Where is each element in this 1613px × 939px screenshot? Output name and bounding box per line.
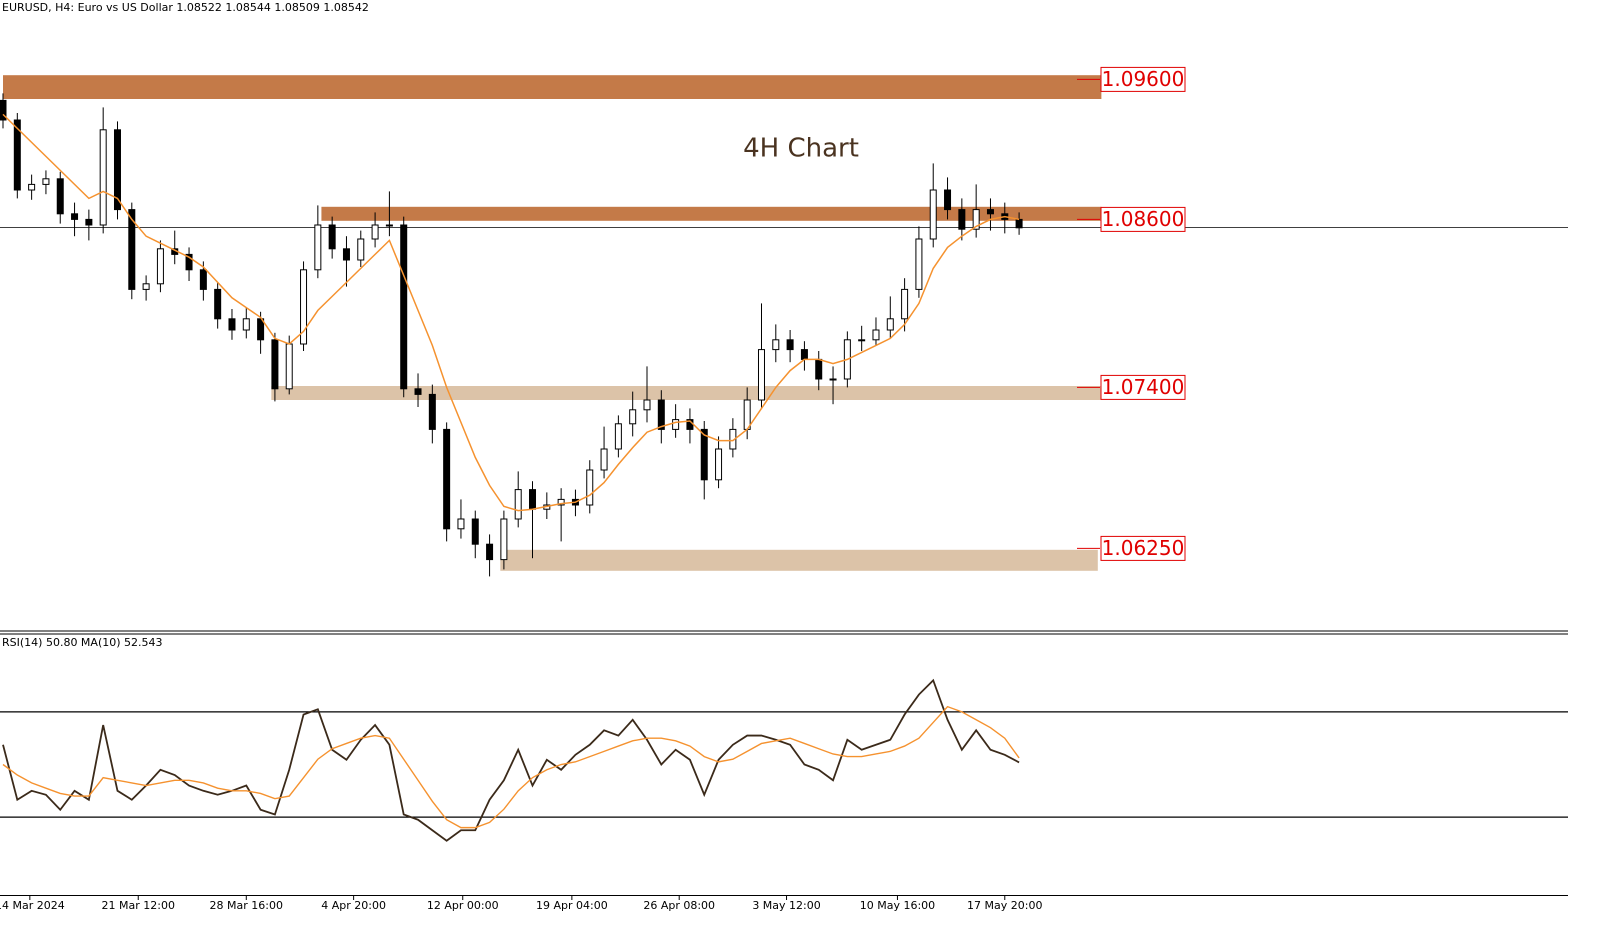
candle-body bbox=[815, 358, 823, 380]
candle-body bbox=[629, 409, 637, 425]
rsi-title: RSI(14) 50.80 MA(10) 52.543 bbox=[2, 636, 163, 649]
candle-body bbox=[657, 399, 665, 430]
candle-body bbox=[872, 329, 880, 341]
level-label: 1.06250 bbox=[1102, 536, 1185, 560]
zone bbox=[500, 549, 1098, 571]
candle-body bbox=[28, 183, 36, 191]
candle-body bbox=[958, 209, 966, 230]
candle-body bbox=[385, 224, 393, 227]
candle-body bbox=[242, 318, 250, 331]
candle-body bbox=[886, 318, 894, 331]
level-label-box bbox=[1100, 374, 1186, 400]
candle-body bbox=[800, 349, 808, 360]
candle-body bbox=[643, 399, 651, 411]
candle-body bbox=[414, 388, 422, 395]
candle-body bbox=[185, 253, 193, 271]
candle-body bbox=[228, 318, 236, 331]
x-tick-label: 10 May 16:00 bbox=[860, 899, 935, 912]
candle-body bbox=[514, 489, 522, 520]
x-tick-label: 4 Apr 20:00 bbox=[321, 899, 386, 912]
candle-body bbox=[772, 339, 780, 351]
candle-body bbox=[214, 288, 222, 320]
candle-body bbox=[486, 543, 494, 561]
candle-body bbox=[915, 238, 923, 290]
candle-body bbox=[13, 119, 21, 191]
level-label: 1.09600 bbox=[1102, 67, 1185, 91]
candle-body bbox=[614, 423, 622, 450]
candle-body bbox=[786, 339, 794, 351]
candle-body bbox=[428, 393, 436, 430]
candle-body bbox=[400, 224, 408, 390]
candle-body bbox=[443, 428, 451, 530]
x-tick-label: 14 Mar 2024 bbox=[0, 899, 65, 912]
candle-body bbox=[328, 224, 336, 250]
candle-body bbox=[557, 498, 565, 506]
level-label-box bbox=[1100, 535, 1186, 561]
x-tick-label: 12 Apr 00:00 bbox=[427, 899, 499, 912]
candle-body bbox=[271, 339, 279, 390]
candle-body bbox=[142, 283, 150, 290]
candle-body bbox=[901, 288, 909, 320]
candle-body bbox=[285, 343, 293, 390]
level-label: 1.08600 bbox=[1102, 207, 1185, 231]
candle-body bbox=[929, 189, 937, 240]
x-tick-label: 26 Apr 08:00 bbox=[643, 899, 715, 912]
candle-body bbox=[71, 213, 79, 220]
candle-body bbox=[586, 469, 594, 506]
candle-body bbox=[128, 209, 136, 290]
candle-body bbox=[986, 209, 994, 215]
candle-body bbox=[300, 269, 308, 345]
candle-body bbox=[829, 378, 837, 381]
candle-body bbox=[757, 349, 765, 401]
level-label-box bbox=[1100, 66, 1186, 92]
candle-body bbox=[600, 448, 608, 471]
candle-body bbox=[972, 209, 980, 230]
zone bbox=[3, 75, 1102, 99]
candle-body bbox=[944, 189, 952, 211]
candle-body bbox=[257, 318, 265, 341]
candle-body bbox=[371, 224, 379, 240]
moving-average bbox=[2, 113, 1020, 512]
candle-body bbox=[99, 129, 107, 226]
candle-body bbox=[1015, 218, 1023, 229]
candle-body bbox=[500, 518, 508, 561]
x-tick-label: 28 Mar 16:00 bbox=[210, 899, 283, 912]
candle-body bbox=[113, 129, 121, 211]
candle-body bbox=[56, 178, 64, 215]
candle-body bbox=[529, 489, 537, 510]
x-tick-label: 3 May 12:00 bbox=[752, 899, 820, 912]
candle-body bbox=[700, 428, 708, 481]
candle-body bbox=[314, 224, 322, 271]
candle-body bbox=[471, 518, 479, 545]
candle-body bbox=[199, 269, 207, 290]
candle-body bbox=[342, 248, 350, 261]
x-tick-label: 21 Mar 12:00 bbox=[102, 899, 175, 912]
candle-body bbox=[715, 448, 723, 481]
zone bbox=[321, 206, 1102, 221]
candle-body bbox=[85, 218, 93, 226]
candle-body bbox=[457, 518, 465, 530]
candle-body bbox=[858, 339, 866, 342]
rsi-line bbox=[2, 678, 1020, 842]
candle-body bbox=[357, 238, 365, 261]
candle-body bbox=[42, 178, 50, 185]
chart-title: EURUSD, H4: Euro vs US Dollar 1.08522 1.… bbox=[2, 1, 369, 14]
level-label: 1.07400 bbox=[1102, 375, 1185, 399]
x-tick-label: 17 May 20:00 bbox=[967, 899, 1042, 912]
rsi-line bbox=[2, 705, 1020, 829]
x-tick-label: 19 Apr 04:00 bbox=[536, 899, 608, 912]
candle-body bbox=[672, 419, 680, 430]
candle-body bbox=[0, 99, 7, 121]
candle-body bbox=[156, 248, 164, 285]
zone bbox=[271, 386, 1102, 400]
level-label-box bbox=[1100, 206, 1186, 232]
annotation: 4H Chart bbox=[743, 134, 859, 164]
